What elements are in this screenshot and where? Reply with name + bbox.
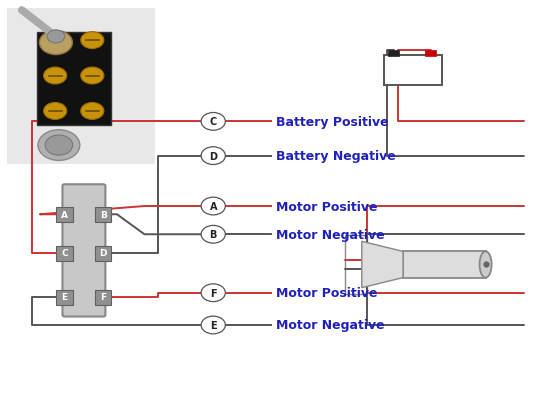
Text: Motor Positive: Motor Positive: [276, 200, 378, 213]
Circle shape: [44, 32, 67, 49]
Bar: [345, 236, 367, 294]
Text: B: B: [210, 230, 217, 240]
Bar: [95, 207, 112, 223]
Bar: [56, 207, 73, 223]
Circle shape: [47, 31, 65, 44]
Circle shape: [201, 198, 225, 215]
Text: B: B: [100, 210, 107, 219]
FancyBboxPatch shape: [62, 185, 106, 317]
Text: D: D: [209, 151, 217, 161]
Circle shape: [201, 316, 225, 334]
Circle shape: [44, 68, 67, 85]
Circle shape: [201, 226, 225, 243]
Bar: [7, 9, 155, 164]
Circle shape: [45, 136, 72, 156]
Text: E: E: [61, 293, 67, 302]
Bar: [36, 33, 111, 126]
Circle shape: [81, 32, 104, 49]
Bar: [56, 246, 73, 261]
Circle shape: [201, 113, 225, 131]
Text: E: E: [210, 320, 217, 330]
Bar: [403, 252, 486, 278]
Bar: [384, 55, 441, 86]
Circle shape: [201, 147, 225, 165]
Text: Motor Negative: Motor Negative: [276, 228, 385, 241]
Text: Battery Positive: Battery Positive: [276, 115, 389, 128]
Bar: [56, 290, 73, 305]
Text: C: C: [61, 249, 68, 258]
Text: C: C: [210, 117, 217, 127]
Circle shape: [44, 103, 67, 120]
Text: Battery Negative: Battery Negative: [276, 150, 397, 163]
Bar: [425, 51, 436, 56]
Bar: [95, 290, 112, 305]
Polygon shape: [362, 242, 403, 288]
Bar: [388, 51, 399, 56]
Ellipse shape: [479, 252, 492, 278]
Text: A: A: [210, 202, 217, 211]
Text: Motor Negative: Motor Negative: [276, 319, 385, 332]
Bar: [95, 246, 112, 261]
Text: A: A: [61, 210, 68, 219]
Circle shape: [81, 68, 104, 85]
Circle shape: [39, 31, 72, 55]
Text: D: D: [100, 249, 107, 258]
Text: F: F: [100, 293, 106, 302]
Text: Motor Positive: Motor Positive: [276, 286, 378, 299]
Circle shape: [81, 103, 104, 120]
Circle shape: [201, 284, 225, 302]
Circle shape: [38, 130, 80, 161]
Text: F: F: [210, 288, 217, 298]
